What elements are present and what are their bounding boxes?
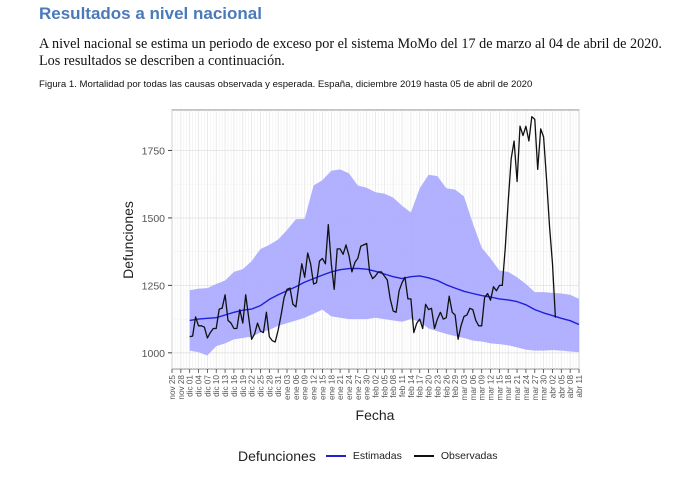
- x-tick-label: mar 03: [460, 375, 469, 401]
- y-tick-label: 1250: [142, 280, 166, 292]
- x-tick-label: mar 06: [469, 375, 478, 401]
- x-tick-label: ene 30: [363, 375, 372, 400]
- x-tick-label: dic 25: [256, 375, 265, 397]
- x-tick-label: feb 20: [425, 375, 434, 398]
- x-tick-label: feb 08: [389, 375, 398, 398]
- y-tick-label: 1500: [142, 213, 166, 225]
- legend-title: Defunciones: [238, 448, 316, 464]
- x-tick-label: feb 11: [398, 375, 407, 398]
- x-tick-label: dic 16: [230, 375, 239, 397]
- x-tick-label: ene 18: [327, 375, 336, 400]
- x-tick-label: dic 31: [274, 375, 283, 397]
- x-tick-label: dic 07: [203, 375, 212, 397]
- legend-label-observadas: Observadas: [440, 450, 498, 462]
- x-tick-label: ene 09: [301, 375, 310, 400]
- x-tick-label: abr 08: [566, 375, 575, 399]
- x-tick-label: dic 28: [265, 375, 274, 397]
- x-tick-label: ene 06: [292, 375, 301, 400]
- confidence-band-group: [189, 169, 579, 356]
- x-tick-label: ene 03: [283, 375, 292, 400]
- y-axis-label: Defunciones: [120, 201, 136, 279]
- x-tick-label: dic 22: [248, 375, 257, 397]
- x-tick-label: feb 23: [433, 375, 442, 398]
- x-tick-label: abr 11: [575, 375, 584, 398]
- confidence-band: [189, 169, 579, 356]
- x-tick-label: abr 05: [557, 375, 566, 399]
- x-tick-label: feb 05: [380, 375, 389, 398]
- x-tick-label: dic 10: [212, 375, 221, 397]
- x-tick-label: mar 09: [478, 375, 487, 401]
- x-tick-label: feb 29: [451, 375, 460, 398]
- section-paragraph: A nivel nacional se estima un periodo de…: [39, 36, 662, 69]
- legend-key-estimadas: [325, 455, 346, 457]
- x-tick-label: mar 12: [487, 375, 496, 401]
- x-tick-label: mar 18: [504, 375, 513, 401]
- x-tick-label: feb 14: [407, 375, 416, 398]
- x-tick-label: ene 24: [345, 375, 354, 400]
- x-tick-label: feb 17: [416, 375, 425, 398]
- x-tick-label: feb 26: [442, 375, 451, 398]
- x-tick-label: feb 02: [372, 375, 381, 398]
- x-tick-label: ene 21: [336, 375, 345, 400]
- x-tick-label: ene 15: [318, 375, 327, 400]
- y-axis: 1000 1250 1500 1750: [142, 145, 172, 360]
- series-line-estimadas: [189, 267, 580, 326]
- legend-key-observadas: [413, 455, 434, 457]
- x-tick-label: dic 13: [221, 375, 230, 397]
- legend: Defunciones Estimadas Observadas: [238, 448, 509, 464]
- x-axis: nov 25 nov 28 dic 01 dic 04 dic 07 dic 10 dic …: [168, 369, 584, 400]
- series-lines-group: [189, 116, 580, 343]
- figure-caption: Figura 1. Mortalidad por todas las causa…: [39, 79, 533, 90]
- x-tick-label: ene 27: [354, 375, 363, 400]
- x-tick-label: mar 15: [495, 375, 504, 401]
- x-tick-label: ene 12: [310, 375, 319, 400]
- legend-label-estimadas: Estimadas: [352, 450, 402, 462]
- x-tick-label: nov 28: [177, 375, 186, 400]
- x-axis-label: Fecha: [356, 407, 395, 423]
- x-tick-label: mar 27: [531, 375, 540, 401]
- x-tick-label: dic 04: [195, 375, 204, 397]
- x-tick-label: mar 24: [522, 375, 531, 401]
- y-tick-label: 1000: [142, 348, 166, 360]
- y-tick-label: 1750: [142, 145, 166, 157]
- x-tick-label: dic 19: [239, 375, 248, 397]
- x-tick-label: dic 01: [186, 375, 195, 397]
- x-tick-label: mar 21: [513, 375, 522, 401]
- x-tick-label: abr 02: [548, 375, 557, 399]
- series-line-observadas: [189, 116, 557, 343]
- x-tick-label: mar 30: [540, 375, 549, 401]
- x-tick-label: nov 25: [168, 375, 177, 400]
- section-heading: Resultados a nivel nacional: [39, 4, 262, 23]
